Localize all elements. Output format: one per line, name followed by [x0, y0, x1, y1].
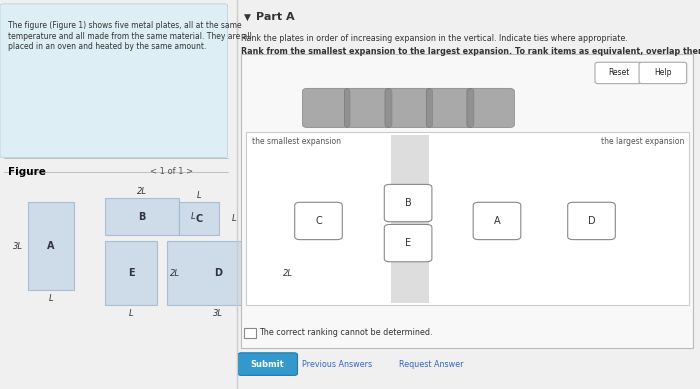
FancyBboxPatch shape [105, 241, 158, 305]
Text: Previous Answers: Previous Answers [302, 359, 372, 369]
FancyBboxPatch shape [246, 132, 689, 305]
Text: the largest expansion: the largest expansion [601, 137, 685, 146]
FancyBboxPatch shape [178, 202, 219, 235]
FancyBboxPatch shape [295, 202, 342, 240]
Text: 2L: 2L [283, 269, 293, 278]
FancyBboxPatch shape [105, 198, 178, 235]
Text: L: L [232, 214, 237, 223]
Text: The figure (Figure 1) shows five metal plates, all at the same
temperature and a: The figure (Figure 1) shows five metal p… [8, 21, 252, 51]
FancyBboxPatch shape [384, 224, 432, 262]
FancyBboxPatch shape [344, 88, 392, 128]
Text: Figure: Figure [8, 167, 46, 177]
Text: 3L: 3L [13, 242, 22, 251]
Text: 2L: 2L [136, 187, 147, 196]
FancyBboxPatch shape [385, 88, 433, 128]
Text: the smallest expansion: the smallest expansion [252, 137, 341, 146]
Text: B: B [138, 212, 146, 222]
Text: A: A [47, 241, 55, 251]
Bar [391, 135, 429, 303]
Text: ▼: ▼ [244, 12, 251, 21]
Text: L: L [197, 191, 201, 200]
FancyBboxPatch shape [238, 353, 298, 375]
Text: L: L [191, 212, 196, 221]
Text: D: D [588, 216, 595, 226]
Text: E: E [405, 238, 411, 248]
FancyBboxPatch shape [595, 62, 643, 84]
Text: Part A: Part A [256, 12, 294, 23]
FancyBboxPatch shape [467, 88, 514, 128]
FancyBboxPatch shape [0, 4, 228, 158]
FancyBboxPatch shape [167, 241, 270, 305]
Text: E: E [128, 268, 134, 278]
Text: < 1 of 1 >: < 1 of 1 > [150, 167, 194, 176]
FancyBboxPatch shape [241, 54, 693, 348]
Text: Rank from the smallest expansion to the largest expansion. To rank items as equi: Rank from the smallest expansion to the … [241, 47, 700, 56]
Text: B: B [405, 198, 412, 208]
Text: C: C [315, 216, 322, 226]
Text: 2L: 2L [170, 269, 180, 278]
Text: D: D [214, 268, 223, 278]
FancyBboxPatch shape [302, 88, 350, 128]
FancyBboxPatch shape [568, 202, 615, 240]
Text: Help: Help [654, 68, 672, 77]
FancyBboxPatch shape [28, 202, 74, 290]
Text: L: L [129, 309, 134, 319]
Text: L: L [48, 294, 53, 303]
FancyBboxPatch shape [639, 62, 687, 84]
FancyBboxPatch shape [244, 328, 256, 338]
FancyBboxPatch shape [384, 184, 432, 222]
Text: The correct ranking cannot be determined.: The correct ranking cannot be determined… [259, 328, 433, 338]
Text: 3L: 3L [214, 309, 223, 319]
Text: Request Answer: Request Answer [399, 359, 463, 369]
Text: C: C [195, 214, 202, 224]
Text: Rank the plates in order of increasing expansion in the vertical. Indicate ties : Rank the plates in order of increasing e… [241, 34, 629, 43]
Text: Reset: Reset [608, 68, 629, 77]
FancyBboxPatch shape [426, 88, 474, 128]
Text: A: A [494, 216, 500, 226]
Text: Submit: Submit [251, 359, 284, 369]
FancyBboxPatch shape [473, 202, 521, 240]
